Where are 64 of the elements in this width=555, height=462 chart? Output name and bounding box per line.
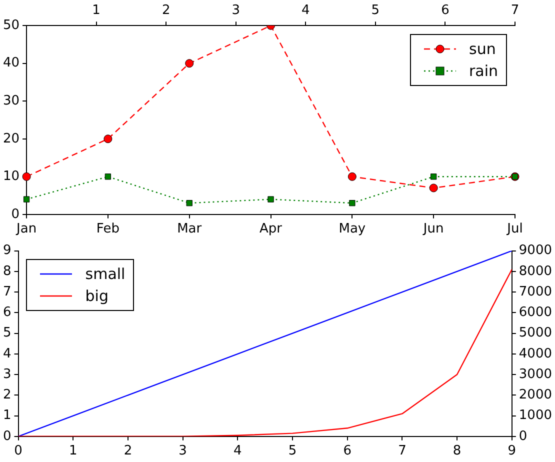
y-tick-label: 10 — [2, 169, 20, 184]
x-tick-label: 7 — [398, 444, 406, 459]
x-tick-label: 2 — [124, 444, 132, 459]
x2-tick-label: 2 — [162, 3, 170, 18]
x-tick-label: 1 — [68, 444, 78, 459]
point — [185, 59, 194, 68]
x2-tick-label: 1 — [92, 3, 100, 18]
y-tick-label: 5 — [2, 326, 12, 341]
point — [22, 172, 31, 181]
y-tick-label: 3 — [2, 366, 12, 382]
x2-tick-label: 6 — [441, 3, 450, 18]
y-tick-label: 8 — [2, 264, 12, 279]
point — [104, 134, 112, 144]
legend-label: rain — [469, 60, 498, 82]
y2-tick-label: 8000 — [518, 264, 552, 279]
point — [429, 184, 438, 192]
x-tick-label: 3 — [178, 444, 187, 459]
x-tick-label: Jun — [422, 222, 444, 237]
x-tick-label: Feb — [96, 222, 120, 237]
y2-tick-label: 0 — [518, 428, 528, 444]
y2-tick-label: 6000 — [518, 305, 552, 320]
point — [349, 200, 356, 206]
x2-tick-label: 3 — [232, 3, 240, 18]
y-tick-label: 20 — [2, 131, 20, 146]
x-tick-label: Jul — [506, 222, 523, 237]
y-tick-label: 9 — [2, 243, 12, 258]
y-tick-label: 30 — [2, 93, 20, 108]
x2-tick-label: 7 — [510, 3, 520, 18]
y2-tick-label: 1000 — [518, 408, 552, 424]
x-tick-label: 9 — [508, 444, 516, 459]
y-tick-label: 1 — [2, 408, 12, 424]
y2-tick-label: 7000 — [518, 284, 552, 300]
point — [348, 172, 356, 181]
x2-tick-label: 5 — [371, 3, 380, 18]
legend-label: small — [85, 264, 126, 285]
x-tick-label: Jan — [16, 222, 37, 237]
point — [186, 200, 192, 206]
point — [430, 174, 437, 180]
x-tick-label: 4 — [234, 444, 242, 459]
x-tick-label: 5 — [288, 444, 297, 459]
x-tick-label: Apr — [260, 222, 283, 237]
point — [23, 196, 30, 202]
y-tick-label: 7 — [2, 284, 12, 300]
legend-label: sun — [469, 38, 496, 60]
y2-tick-label: 2000 — [518, 388, 552, 403]
y-tick-label: 40 — [2, 56, 20, 71]
y-tick-label: 50 — [2, 18, 20, 33]
y2-tick-label: 9000 — [518, 243, 552, 258]
x-tick-label: 6 — [343, 444, 352, 459]
y-tick-label: 0 — [2, 428, 12, 444]
x2-tick-label: 4 — [302, 3, 310, 18]
x-tick-label: May — [338, 222, 366, 237]
y-tick-label: 4 — [2, 346, 12, 362]
y2-tick-label: 3000 — [518, 366, 552, 382]
y-tick-label: 6 — [2, 305, 12, 320]
point — [268, 196, 274, 202]
y2-tick-label: 4000 — [518, 346, 552, 362]
x-tick-label: 8 — [452, 444, 462, 459]
y-tick-label: 2 — [2, 388, 12, 403]
y2-tick-label: 5000 — [518, 326, 552, 341]
y-tick-label: 0 — [11, 206, 20, 222]
legend-label: big — [85, 286, 108, 307]
point — [104, 174, 112, 180]
x-tick-label: Mar — [177, 222, 202, 237]
